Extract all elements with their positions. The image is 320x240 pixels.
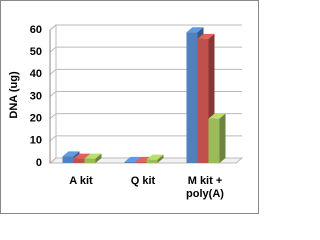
bar-front [62,156,74,163]
bar-front [186,32,198,163]
bar [84,153,102,163]
y-axis-title: DNA (ug) [8,71,20,119]
bar-side [95,153,102,163]
y-tick-label: 10 [30,135,42,147]
bar-top [197,33,215,39]
bar-front [73,158,85,163]
chart-svg: DNA (ug) 0 10 20 30 40 50 60 [0,0,259,214]
y-tick-label: 20 [30,113,42,125]
bar-side [157,154,164,163]
bar-top [124,156,142,162]
bar-top [208,113,226,119]
grid-line [49,24,242,31]
grid-line [49,113,242,120]
grid-line [49,157,242,164]
bar-top [135,156,153,162]
x-tick-label: Q kit [130,175,156,187]
grid-line [49,91,242,97]
chart-border [0,0,259,214]
bar-front [197,38,209,163]
bar-front [146,159,158,163]
bar-front [124,161,136,163]
y-tick-label: 30 [30,90,42,102]
bar-top [84,153,102,159]
chart: DNA (ug) 0 10 20 30 40 50 60 A kit Q kit M kit +… [0,0,259,214]
bar-top [146,154,164,160]
grid-line [49,68,242,75]
y-tick-label: 50 [30,46,42,58]
grid-line [49,46,242,53]
y-tick-label: 0 [36,157,42,169]
bar-top [62,151,80,157]
bar-side [219,113,226,163]
bar-front [208,118,220,163]
x-tick-label: A kit [69,175,93,187]
x-tick-label: M kit + poly(A) [186,175,224,200]
bar [208,113,226,163]
bar [146,154,164,163]
bar-front [135,161,147,163]
bar-front [84,158,96,163]
bar-top [186,27,204,33]
bar-top [73,153,91,159]
y-tick-label: 60 [30,24,42,36]
y-tick-label: 40 [30,68,42,80]
grid-line [49,135,242,142]
